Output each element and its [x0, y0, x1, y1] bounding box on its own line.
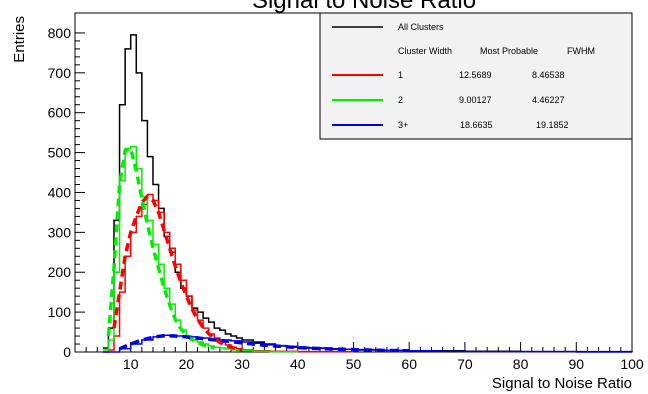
legend-row-1-width: 1 [398, 70, 403, 80]
chart-title: Signal to Noise Ratio [252, 0, 476, 14]
x-tick-label: 100 [620, 356, 644, 372]
legend-row-2-mp: 9.00127 [459, 95, 492, 105]
legend-col-mp: Most Probable [480, 46, 538, 56]
x-tick-label: 10 [123, 356, 139, 372]
series-fit-4 [112, 194, 243, 352]
legend-row-2-fwhm: 4.46227 [532, 95, 565, 105]
series-hist-1 [102, 193, 355, 353]
y-tick-label: 400 [48, 184, 72, 200]
legend: All Clusters Cluster Width Most Probable… [319, 12, 633, 140]
x-tick-label: 60 [401, 356, 417, 372]
y-tick-label: 300 [48, 224, 72, 240]
legend-row-3-mp: 18.6635 [460, 120, 493, 130]
y-tick-label: 0 [63, 344, 71, 360]
legend-col-fwhm: FWHM [567, 46, 595, 56]
legend-row-3-width: 3+ [398, 120, 408, 130]
x-tick-label: 30 [234, 356, 250, 372]
x-tick-label: 90 [569, 356, 585, 372]
y-tick-label: 800 [48, 25, 72, 41]
x-tick-label: 70 [457, 356, 473, 372]
legend-row-1-fwhm: 8.46538 [532, 70, 565, 80]
legend-row-1-mp: 12.5689 [459, 70, 492, 80]
x-tick-label: 80 [513, 356, 529, 372]
x-tick-label: 50 [346, 356, 362, 372]
y-axis-label: Entries [11, 16, 28, 63]
series-fit-5 [106, 146, 215, 350]
legend-col-width: Cluster Width [398, 46, 452, 56]
x-axis-label: Signal to Noise Ratio [492, 375, 632, 392]
series-fit-6 [118, 333, 410, 353]
y-tick-label: 200 [48, 264, 72, 280]
x-tick-label: 40 [290, 356, 306, 372]
y-tick-label: 700 [48, 65, 72, 81]
y-tick-label: 100 [48, 304, 72, 320]
legend-header-label: All Clusters [398, 22, 444, 32]
y-tick-label: 500 [48, 145, 72, 161]
x-tick-label: 20 [179, 356, 195, 372]
legend-row-3-fwhm: 19.1852 [536, 120, 569, 130]
y-tick-label: 600 [48, 105, 72, 121]
legend-row-2-width: 2 [398, 95, 403, 105]
